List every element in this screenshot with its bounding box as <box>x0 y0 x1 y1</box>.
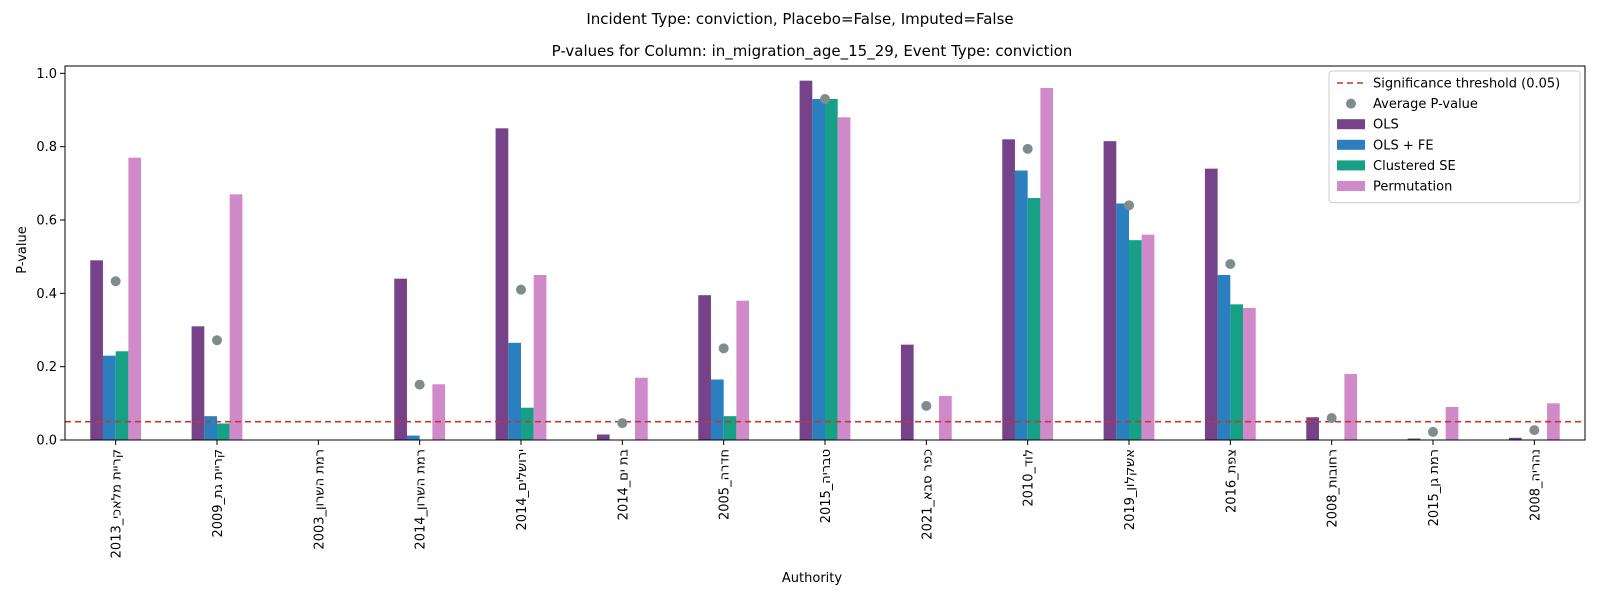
bar-permutation <box>1344 374 1358 440</box>
bar-ols-fe <box>102 355 116 440</box>
x-axis-label: Authority <box>782 571 842 586</box>
bar-ols-fe <box>812 99 825 440</box>
bar-clustered-se <box>825 99 838 440</box>
x-tick-label: חדרה_2005 <box>718 449 733 520</box>
average-p-value-marker <box>1022 143 1033 154</box>
bar-clustered-se <box>1027 198 1041 440</box>
plot-area: 0.0 0.2 0.4 0.6 0.8 1.0 קריית מלאכי_2013 קריית … <box>36 65 1586 558</box>
average-p-value-marker <box>1428 426 1438 437</box>
average-p-value-marker <box>1326 413 1337 423</box>
average-p-value-marker <box>1124 200 1134 211</box>
bar-ols <box>900 344 914 440</box>
legend-series-swatch <box>1337 119 1365 130</box>
x-tick-label: רמת השרון_2014 <box>414 449 429 550</box>
bar-ols-fe <box>1217 275 1231 440</box>
bar-ols <box>1103 141 1117 441</box>
bar-ols-fe <box>204 416 217 440</box>
average-p-value-marker <box>212 335 222 346</box>
x-tick-label: רמת גן_2015 <box>1427 449 1442 526</box>
bar-ols <box>1306 417 1319 440</box>
bar-permutation <box>229 194 243 440</box>
legend-average-swatch <box>1346 98 1356 109</box>
average-p-value-marker <box>617 418 628 429</box>
bar-clustered-se <box>217 423 230 440</box>
bar-ols <box>191 326 205 440</box>
bar-ols <box>1407 438 1421 440</box>
legend-label: Clustered SE <box>1373 159 1456 174</box>
y-tick-label: 0.4 <box>36 287 57 302</box>
x-tick-label: כפר סבא_2021 <box>920 449 935 540</box>
legend-label: OLS + FE <box>1373 138 1434 153</box>
bar-permutation <box>736 300 750 440</box>
bar-permutation <box>1445 407 1459 440</box>
bar-ols <box>90 260 103 440</box>
bar-ols <box>495 128 509 440</box>
bar-permutation <box>128 157 142 441</box>
legend-series-swatch <box>1337 181 1365 191</box>
bar-permutation <box>533 275 547 440</box>
x-tick-label: לוד_2010 <box>1022 449 1037 507</box>
bar-permutation <box>1040 88 1054 440</box>
bar-ols-fe <box>1116 203 1129 440</box>
y-tick-label: 0.2 <box>36 360 57 375</box>
bar-permutation <box>837 117 851 440</box>
bar-ols <box>394 278 407 440</box>
x-tick-label: רמת השרון_2003 <box>312 449 327 550</box>
y-tick-label: 0.0 <box>36 434 57 449</box>
bar-ols <box>698 295 711 440</box>
y-tick-label: 1.0 <box>36 67 57 82</box>
bar-ols-fe <box>710 379 724 440</box>
bar-ols <box>596 434 610 440</box>
bar-permutation <box>1141 234 1155 440</box>
bar-clustered-se <box>115 351 129 440</box>
bar-permutation <box>1547 403 1560 440</box>
bar-ols-fe <box>508 342 521 440</box>
average-p-value-marker <box>110 276 121 287</box>
x-tick-label: קריית גת_2009 <box>211 449 226 538</box>
bar-ols <box>1204 168 1218 441</box>
x-tick-label: רחובות_2008 <box>1326 449 1341 528</box>
bar-permutation <box>432 384 446 440</box>
bar-clustered-se <box>1129 240 1142 440</box>
bar-permutation <box>1243 308 1256 440</box>
x-tick-label: נהריה_2008 <box>1528 449 1543 521</box>
average-p-value-marker <box>820 94 830 104</box>
average-p-value-marker <box>718 343 729 354</box>
chart-title: P-values for Column: in_migration_age_15… <box>552 42 1073 61</box>
bar-ols <box>1002 139 1015 440</box>
x-tick-label: בת ים_2014 <box>616 449 631 520</box>
bar-ols-fe <box>406 435 420 440</box>
bar-clustered-se <box>723 416 737 440</box>
average-p-value-marker <box>414 379 425 390</box>
legend-label: Average P-value <box>1373 97 1478 112</box>
x-tick-label: אשקלון_2019 <box>1123 449 1138 530</box>
bar-ols <box>1508 437 1522 440</box>
x-tick-label: קריית מלאכי_2013 <box>110 449 125 558</box>
x-tick-label: צפת_2016 <box>1224 449 1239 513</box>
legend-label: Significance threshold (0.05) <box>1373 77 1560 92</box>
average-p-value-marker <box>1529 425 1540 436</box>
legend-label: Permutation <box>1373 180 1452 195</box>
average-p-value-marker <box>516 284 526 295</box>
bar-ols-fe <box>1014 170 1028 440</box>
legend-box <box>1328 70 1581 204</box>
legend-label: OLS <box>1373 118 1399 133</box>
y-axis-label: P-value <box>15 226 30 273</box>
y-tick-label: 0.8 <box>36 140 57 155</box>
legend-series-swatch <box>1337 139 1365 150</box>
bar-permutation <box>635 377 648 440</box>
legend-series-swatch <box>1337 160 1365 171</box>
average-p-value-marker <box>1225 259 1236 269</box>
x-tick-label: ירושלים_2014 <box>515 449 530 531</box>
figure-suptitle: Incident Type: conviction, Placebo=False… <box>586 10 1013 28</box>
bar-clustered-se <box>1230 304 1244 440</box>
average-p-value-marker <box>921 400 932 411</box>
bar-permutation <box>939 396 952 440</box>
y-tick-label: 0.6 <box>36 214 57 229</box>
legend: Significance threshold (0.05) Average P-v… <box>1328 70 1581 204</box>
x-tick-label: טבריה_2015 <box>819 449 834 523</box>
bar-ols <box>799 80 813 441</box>
bar-clustered-se <box>521 407 534 440</box>
